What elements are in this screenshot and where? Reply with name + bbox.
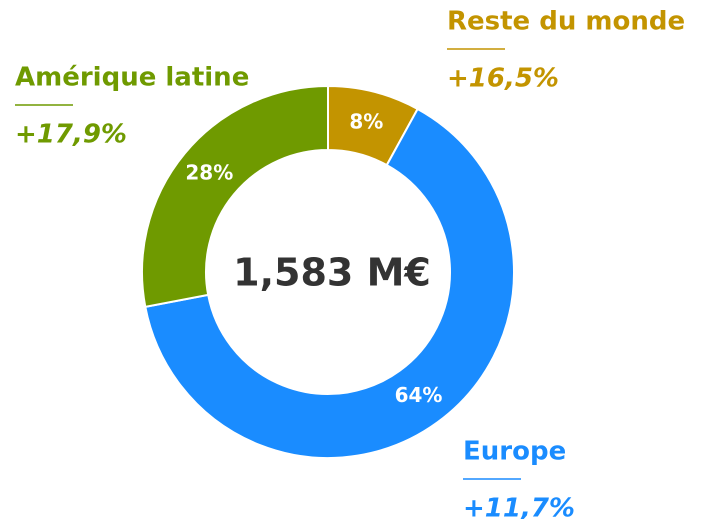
- value-label: 8%: [349, 109, 383, 133]
- center-label: 1,583 M€: [233, 251, 431, 295]
- legend-label: Amérique latine: [15, 63, 249, 93]
- growth-label: +16,5%: [447, 64, 559, 94]
- value-label: 28%: [185, 160, 233, 184]
- donut-slice: [144, 107, 515, 459]
- growth-label: +17,9%: [15, 120, 127, 150]
- value-label: 64%: [395, 383, 443, 407]
- donut-slice: [141, 84, 329, 309]
- growth-label: +11,7%: [463, 494, 575, 519]
- legend-label: Europe: [463, 437, 566, 467]
- legend-label: Reste du monde: [447, 7, 685, 37]
